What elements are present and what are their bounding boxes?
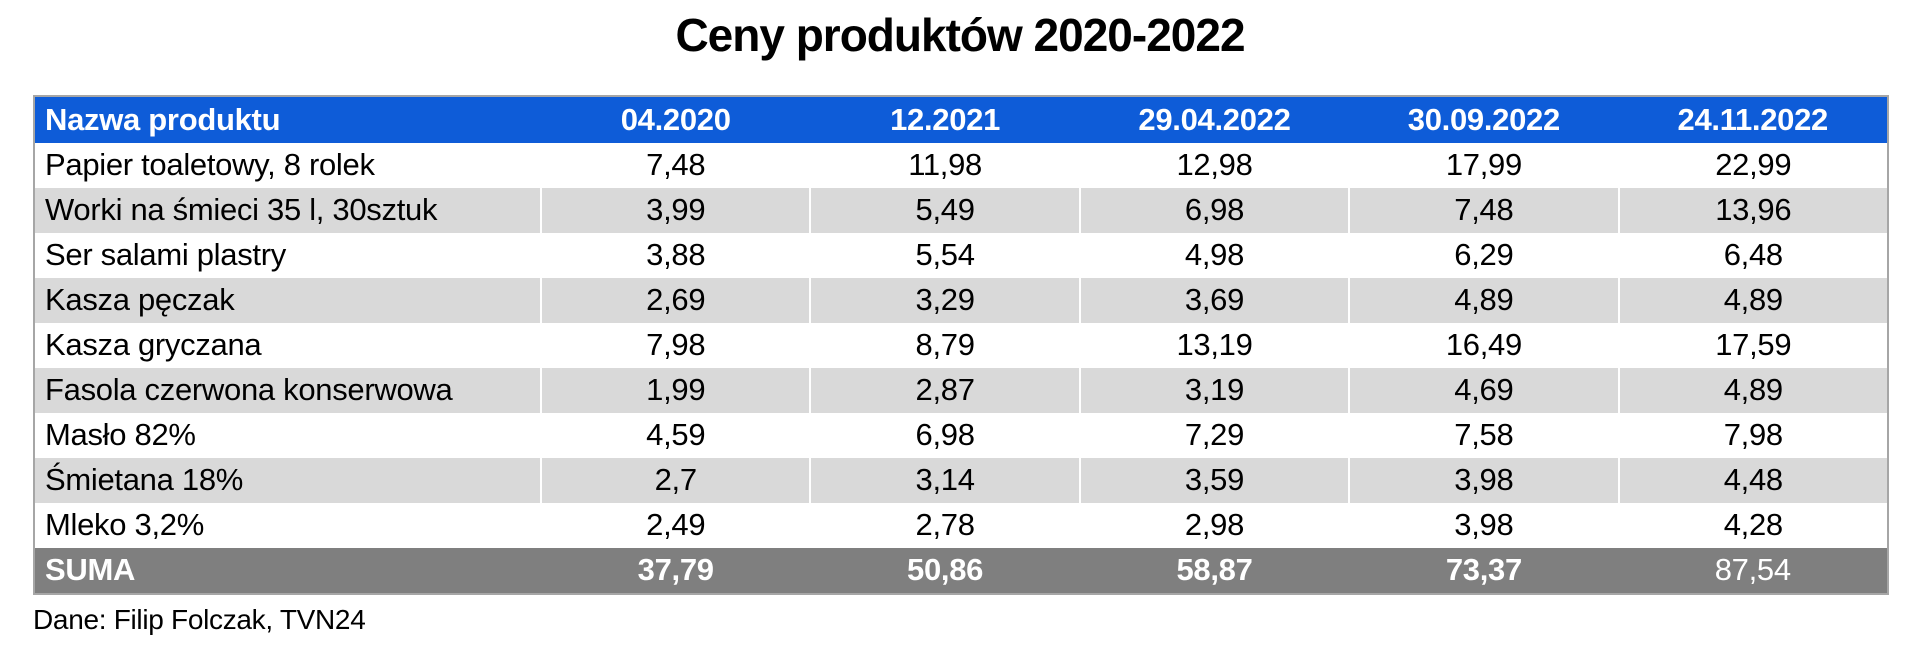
price-cell: 13,96: [1715, 192, 1792, 228]
product-name-cell: Worki na śmieci 35 l, 30sztuk: [34, 187, 542, 233]
price-infographic: Ceny produktów 2020-2022 Nazwa produktu 0…: [0, 10, 1920, 656]
price-cell: 3,98: [1349, 502, 1620, 548]
table-row: Papier toaletowy, 8 rolek 7,48 11,98 12,98 1…: [34, 142, 1888, 188]
column-header-date: 12.2021: [810, 95, 1080, 143]
table-row: Kasza pęczak 2,69 3,29 3,69 4,89 4,89: [34, 277, 1888, 323]
column-header-product: Nazwa produktu: [34, 95, 541, 143]
price-cell: 3,29: [810, 277, 1081, 323]
price-cell: 4,69: [1349, 367, 1620, 413]
price-cell: 4,98: [1079, 232, 1351, 278]
price-cell: 7,58: [1349, 412, 1620, 458]
product-name-cell: Kasza gryczana: [34, 322, 542, 368]
price-cell: 6,98: [1079, 187, 1351, 233]
price-cell: 7,98: [541, 322, 812, 368]
column-header-date: 30.09.2022: [1349, 95, 1619, 143]
price-cell: 4,89: [1349, 277, 1620, 323]
price-cell: 5,54: [810, 232, 1081, 278]
table-row: Śmietana 18% 2,7 3,14 3,59 3,98 4,48: [34, 457, 1888, 503]
price-cell: 2,69: [541, 277, 812, 323]
price-cell: 3,19: [1079, 367, 1351, 413]
price-cell: 2,98: [1079, 502, 1351, 548]
price-cell: 3,59: [1079, 457, 1351, 503]
price-cell: 1,99: [541, 367, 812, 413]
price-cell: 3,69: [1079, 277, 1351, 323]
price-cell: 22,99: [1715, 147, 1792, 183]
total-value-cell: 58,87: [1176, 552, 1253, 588]
product-name-cell: Fasola czerwona konserwowa: [34, 367, 542, 413]
product-name-cell: Kasza pęczak: [34, 277, 542, 323]
column-header-date: 29.04.2022: [1079, 95, 1350, 143]
price-cell: 4,89: [1723, 282, 1783, 318]
price-cell: 11,98: [810, 142, 1081, 188]
product-name-cell: Śmietana 18%: [34, 457, 542, 503]
price-cell: 12,98: [1079, 142, 1351, 188]
table-row: Mleko 3,2% 2,49 2,78 2,98 3,98 4,28: [34, 502, 1888, 548]
total-value-cell: 37,79: [637, 552, 714, 588]
price-cell: 6,48: [1723, 237, 1783, 273]
price-cell: 5,49: [810, 187, 1081, 233]
price-cell: 17,59: [1715, 327, 1792, 363]
price-cell: 6,29: [1349, 232, 1620, 278]
total-value-cell: 87,54: [1714, 552, 1791, 588]
total-row: SUMA 37,79 50,86 58,87 73,37 87,54: [34, 547, 1888, 594]
column-header-date: 04.2020: [541, 95, 811, 143]
header-row: Nazwa produktu 04.2020 12.2021 29.04.2022 30…: [34, 95, 1888, 143]
product-name-cell: Masło 82%: [34, 412, 542, 458]
source-caption: Dane: Filip Folczak, TVN24: [33, 603, 366, 635]
total-label-cell: SUMA: [45, 552, 136, 588]
price-cell: 4,48: [1723, 462, 1783, 498]
table-row: Kasza gryczana 7,98 8,79 13,19 16,49 17,59: [34, 322, 1888, 368]
table-row: Masło 82% 4,59 6,98 7,29 7,58 7,98: [34, 412, 1888, 458]
price-cell: 6,98: [810, 412, 1081, 458]
product-name-cell: Papier toaletowy, 8 rolek: [34, 142, 542, 188]
table-row: Fasola czerwona konserwowa 1,99 2,87 3,19 4,…: [34, 367, 1888, 413]
price-cell: 3,99: [541, 187, 812, 233]
price-cell: 7,48: [1349, 187, 1620, 233]
price-cell: 16,49: [1349, 322, 1620, 368]
table-row: Ser salami plastry 3,88 5,54 4,98 6,29 6,48: [34, 232, 1888, 278]
price-cell: 4,89: [1723, 372, 1783, 408]
price-cell: 17,99: [1349, 142, 1620, 188]
table-header: Nazwa produktu 04.2020 12.2021 29.04.2022 30…: [34, 95, 1888, 143]
price-cell: 4,59: [541, 412, 812, 458]
price-cell: 7,98: [1723, 417, 1783, 453]
price-cell: 3,98: [1349, 457, 1620, 503]
chart-title: Ceny produktów 2020-2022: [675, 9, 1245, 61]
price-cell: 8,79: [810, 322, 1081, 368]
price-cell: 7,48: [541, 142, 812, 188]
table-footer: SUMA 37,79 50,86 58,87 73,37 87,54: [34, 547, 1888, 594]
price-cell: 2,78: [810, 502, 1081, 548]
price-cell: 3,14: [810, 457, 1081, 503]
price-table: Nazwa produktu 04.2020 12.2021 29.04.2022 30…: [33, 94, 1889, 595]
price-cell: 3,88: [541, 232, 812, 278]
price-cell: 7,29: [1079, 412, 1351, 458]
price-cell: 13,19: [1079, 322, 1351, 368]
price-cell: 2,7: [541, 457, 812, 503]
product-name-cell: Mleko 3,2%: [34, 502, 542, 548]
table-body: Papier toaletowy, 8 rolek 7,48 11,98 12,98 1…: [34, 142, 1888, 548]
price-cell: 2,87: [810, 367, 1081, 413]
table-row: Worki na śmieci 35 l, 30sztuk 3,99 5,49 6,9…: [34, 187, 1888, 233]
price-cell: 2,49: [541, 502, 812, 548]
total-value-cell: 73,37: [1445, 552, 1522, 588]
price-cell: 4,28: [1723, 507, 1783, 543]
total-value-cell: 50,86: [907, 552, 984, 588]
product-name-cell: Ser salami plastry: [34, 232, 542, 278]
column-header-date: 24.11.2022: [1618, 95, 1888, 143]
